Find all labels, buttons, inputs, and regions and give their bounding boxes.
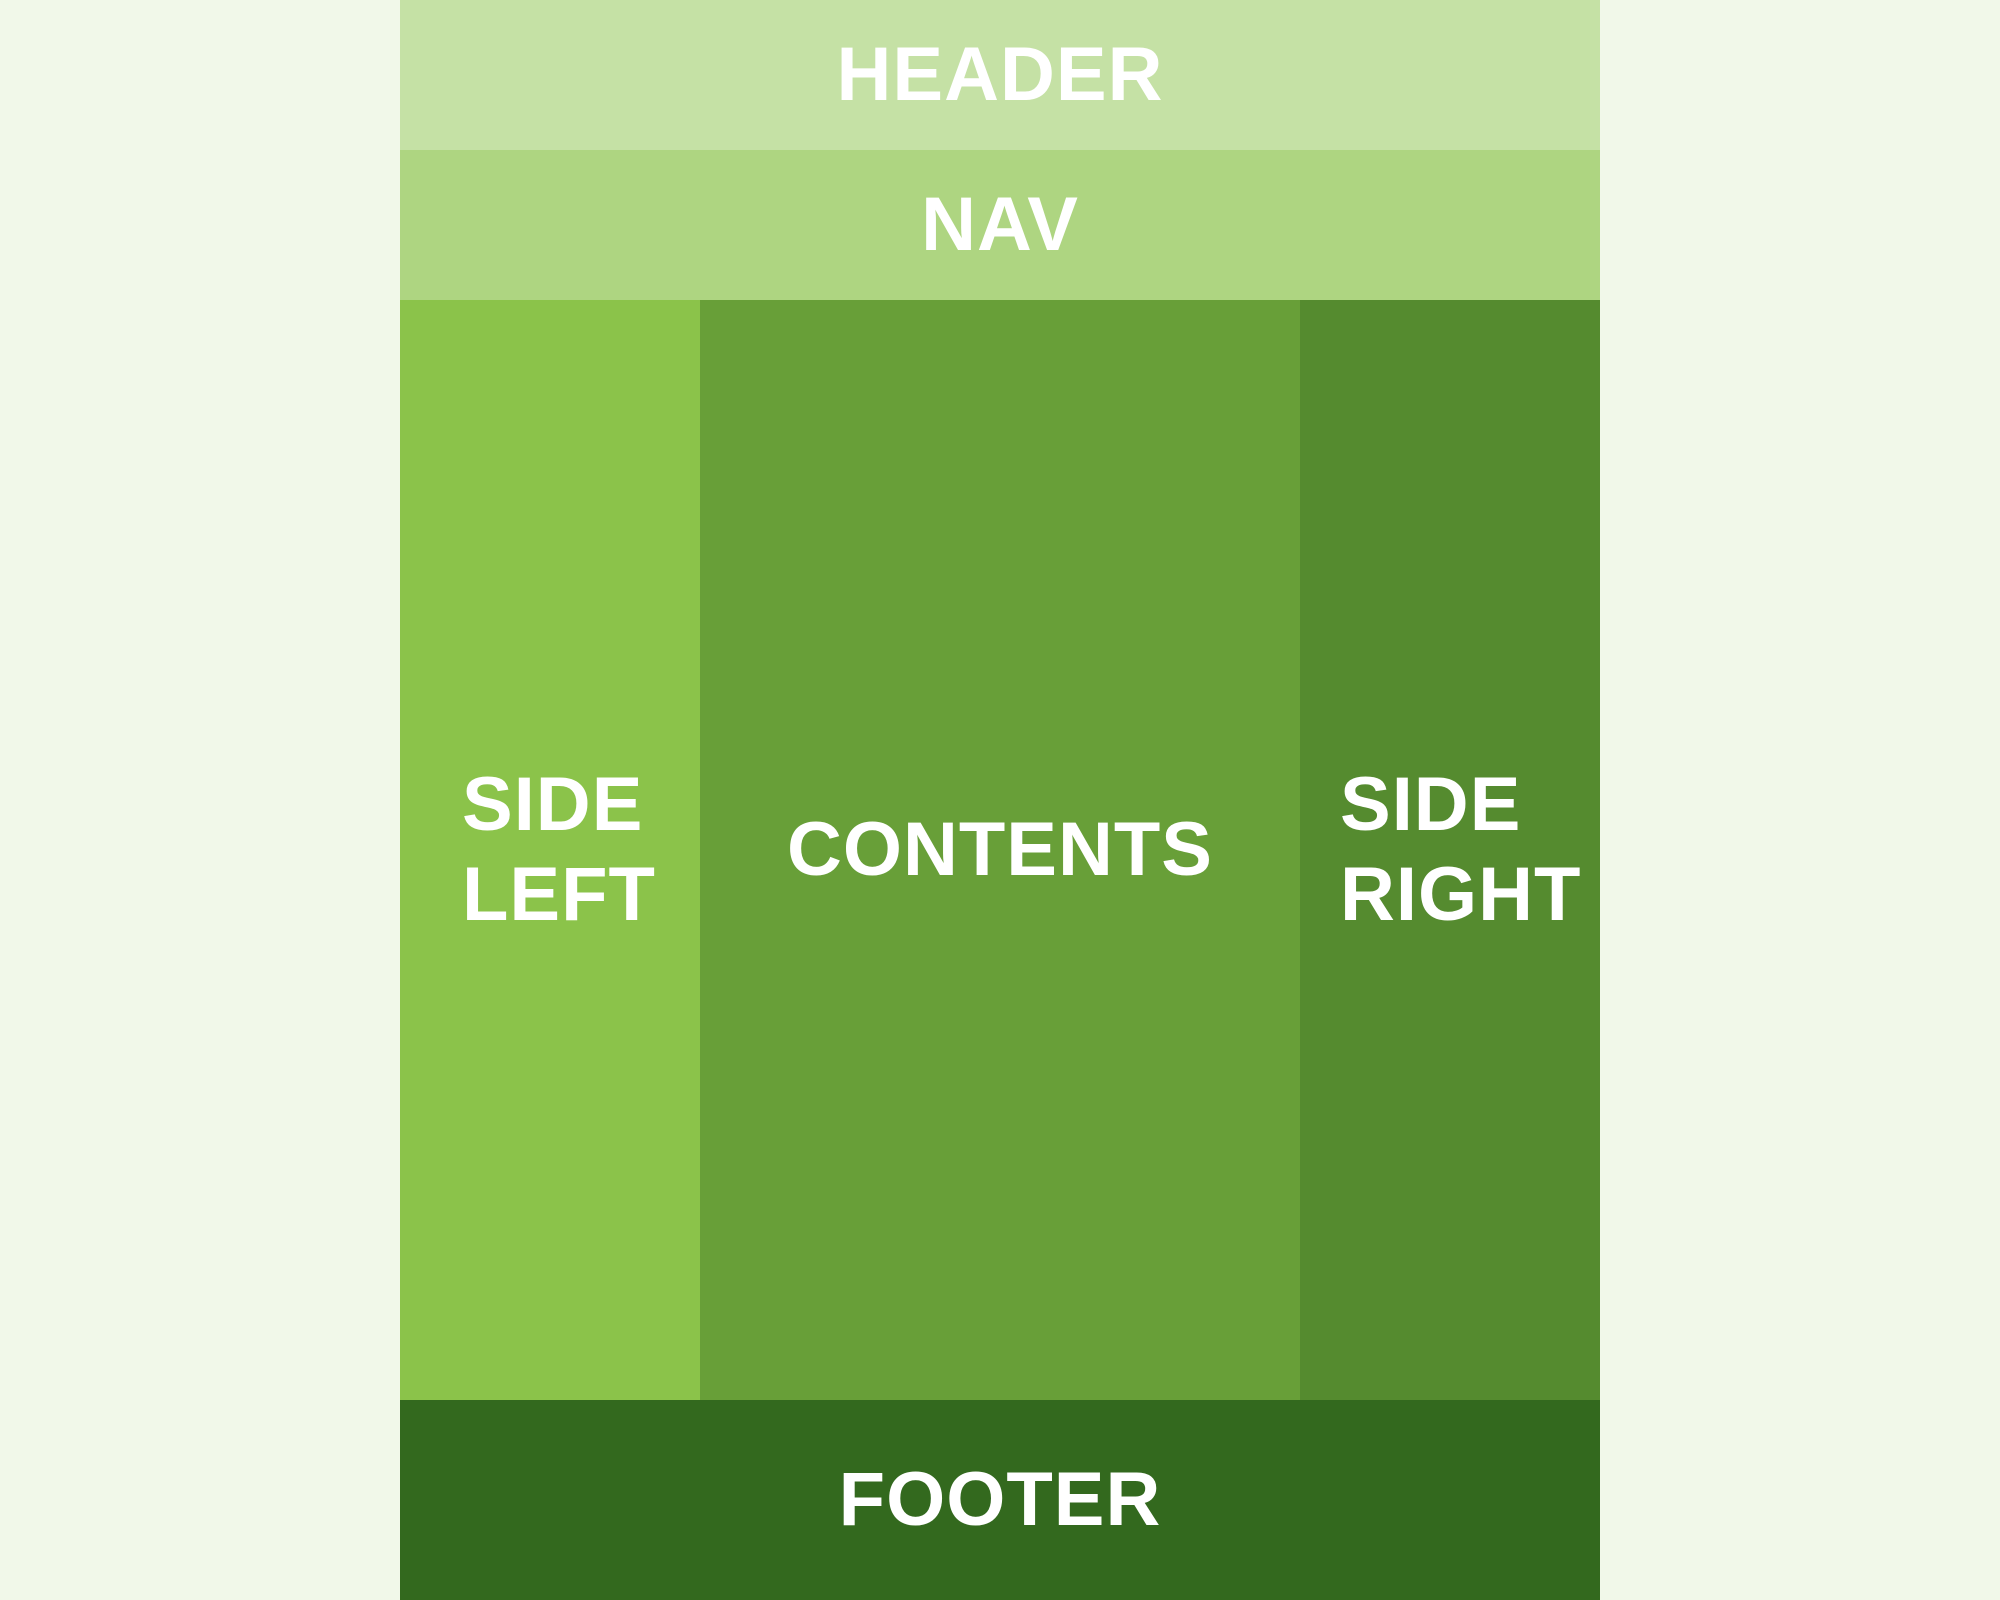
footer-region: FOOTER	[400, 1400, 1600, 1600]
layout-diagram: HEADER NAV SIDE LEFT CONTENTS SIDE RIGHT…	[400, 0, 1600, 1600]
side-right-label: SIDE RIGHT	[1340, 762, 1582, 937]
header-label: HEADER	[836, 32, 1164, 117]
contents-label: CONTENTS	[787, 807, 1213, 892]
nav-label: NAV	[921, 182, 1079, 267]
side-left-label: SIDE LEFT	[462, 762, 656, 937]
side-left-region: SIDE LEFT	[400, 300, 700, 1400]
header-region: HEADER	[400, 0, 1600, 150]
contents-region: CONTENTS	[700, 300, 1300, 1400]
footer-label: FOOTER	[838, 1457, 1162, 1542]
side-right-region: SIDE RIGHT	[1300, 300, 1600, 1400]
nav-region: NAV	[400, 150, 1600, 300]
